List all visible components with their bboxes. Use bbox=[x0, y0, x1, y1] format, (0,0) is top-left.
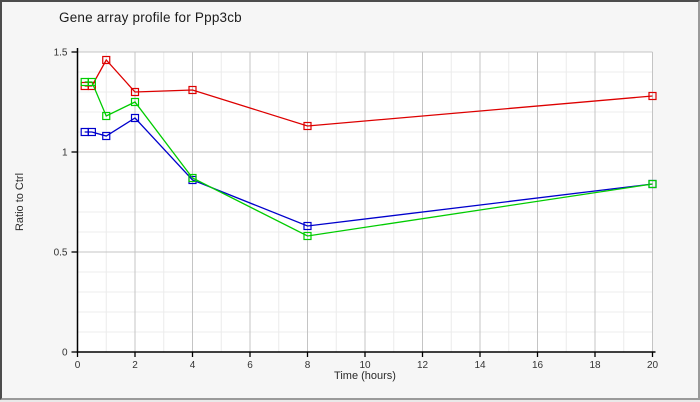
green-series-marker bbox=[102, 111, 111, 121]
green-series-marker bbox=[303, 231, 312, 241]
red-series-marker bbox=[303, 121, 312, 131]
chart-title: Gene array profile for Ppp3cb bbox=[59, 10, 242, 25]
green-series-marker bbox=[130, 97, 140, 107]
red-series-marker bbox=[102, 55, 111, 65]
blue-series-marker bbox=[102, 131, 111, 141]
x-tick-label: 10 bbox=[359, 360, 371, 371]
blue-series-marker bbox=[87, 127, 96, 137]
x-tick-label: 16 bbox=[532, 360, 544, 371]
y-axis-label: Ratio to Ctrl bbox=[14, 172, 26, 232]
x-tick-label: 14 bbox=[474, 360, 486, 371]
blue-series-line bbox=[84, 117, 653, 227]
red-series-marker bbox=[130, 87, 140, 97]
green-series-marker bbox=[188, 173, 197, 183]
x-tick-label: 4 bbox=[190, 360, 196, 371]
y-tick-label: 1.5 bbox=[54, 48, 68, 59]
x-axis-label: Time (hours) bbox=[334, 370, 396, 382]
y-tick-label: 0.5 bbox=[54, 248, 68, 259]
green-series-marker bbox=[87, 77, 96, 87]
blue-series-marker bbox=[303, 221, 312, 231]
x-tick-label: 18 bbox=[589, 360, 601, 371]
y-tick-label: 1 bbox=[62, 148, 68, 159]
x-tick-label: 20 bbox=[647, 360, 659, 371]
x-tick-label: 8 bbox=[305, 360, 311, 371]
x-tick-label: 12 bbox=[417, 360, 429, 371]
x-tick-label: 0 bbox=[75, 360, 81, 371]
blue-series-marker bbox=[130, 113, 140, 123]
green-series-line bbox=[84, 81, 653, 237]
x-tick-label: 6 bbox=[247, 360, 253, 371]
x-tick-label: 2 bbox=[132, 360, 138, 371]
red-series-marker bbox=[188, 85, 197, 95]
green-series-marker bbox=[648, 179, 657, 189]
y-tick-label: 0 bbox=[62, 348, 68, 359]
red-series-marker bbox=[648, 91, 657, 101]
